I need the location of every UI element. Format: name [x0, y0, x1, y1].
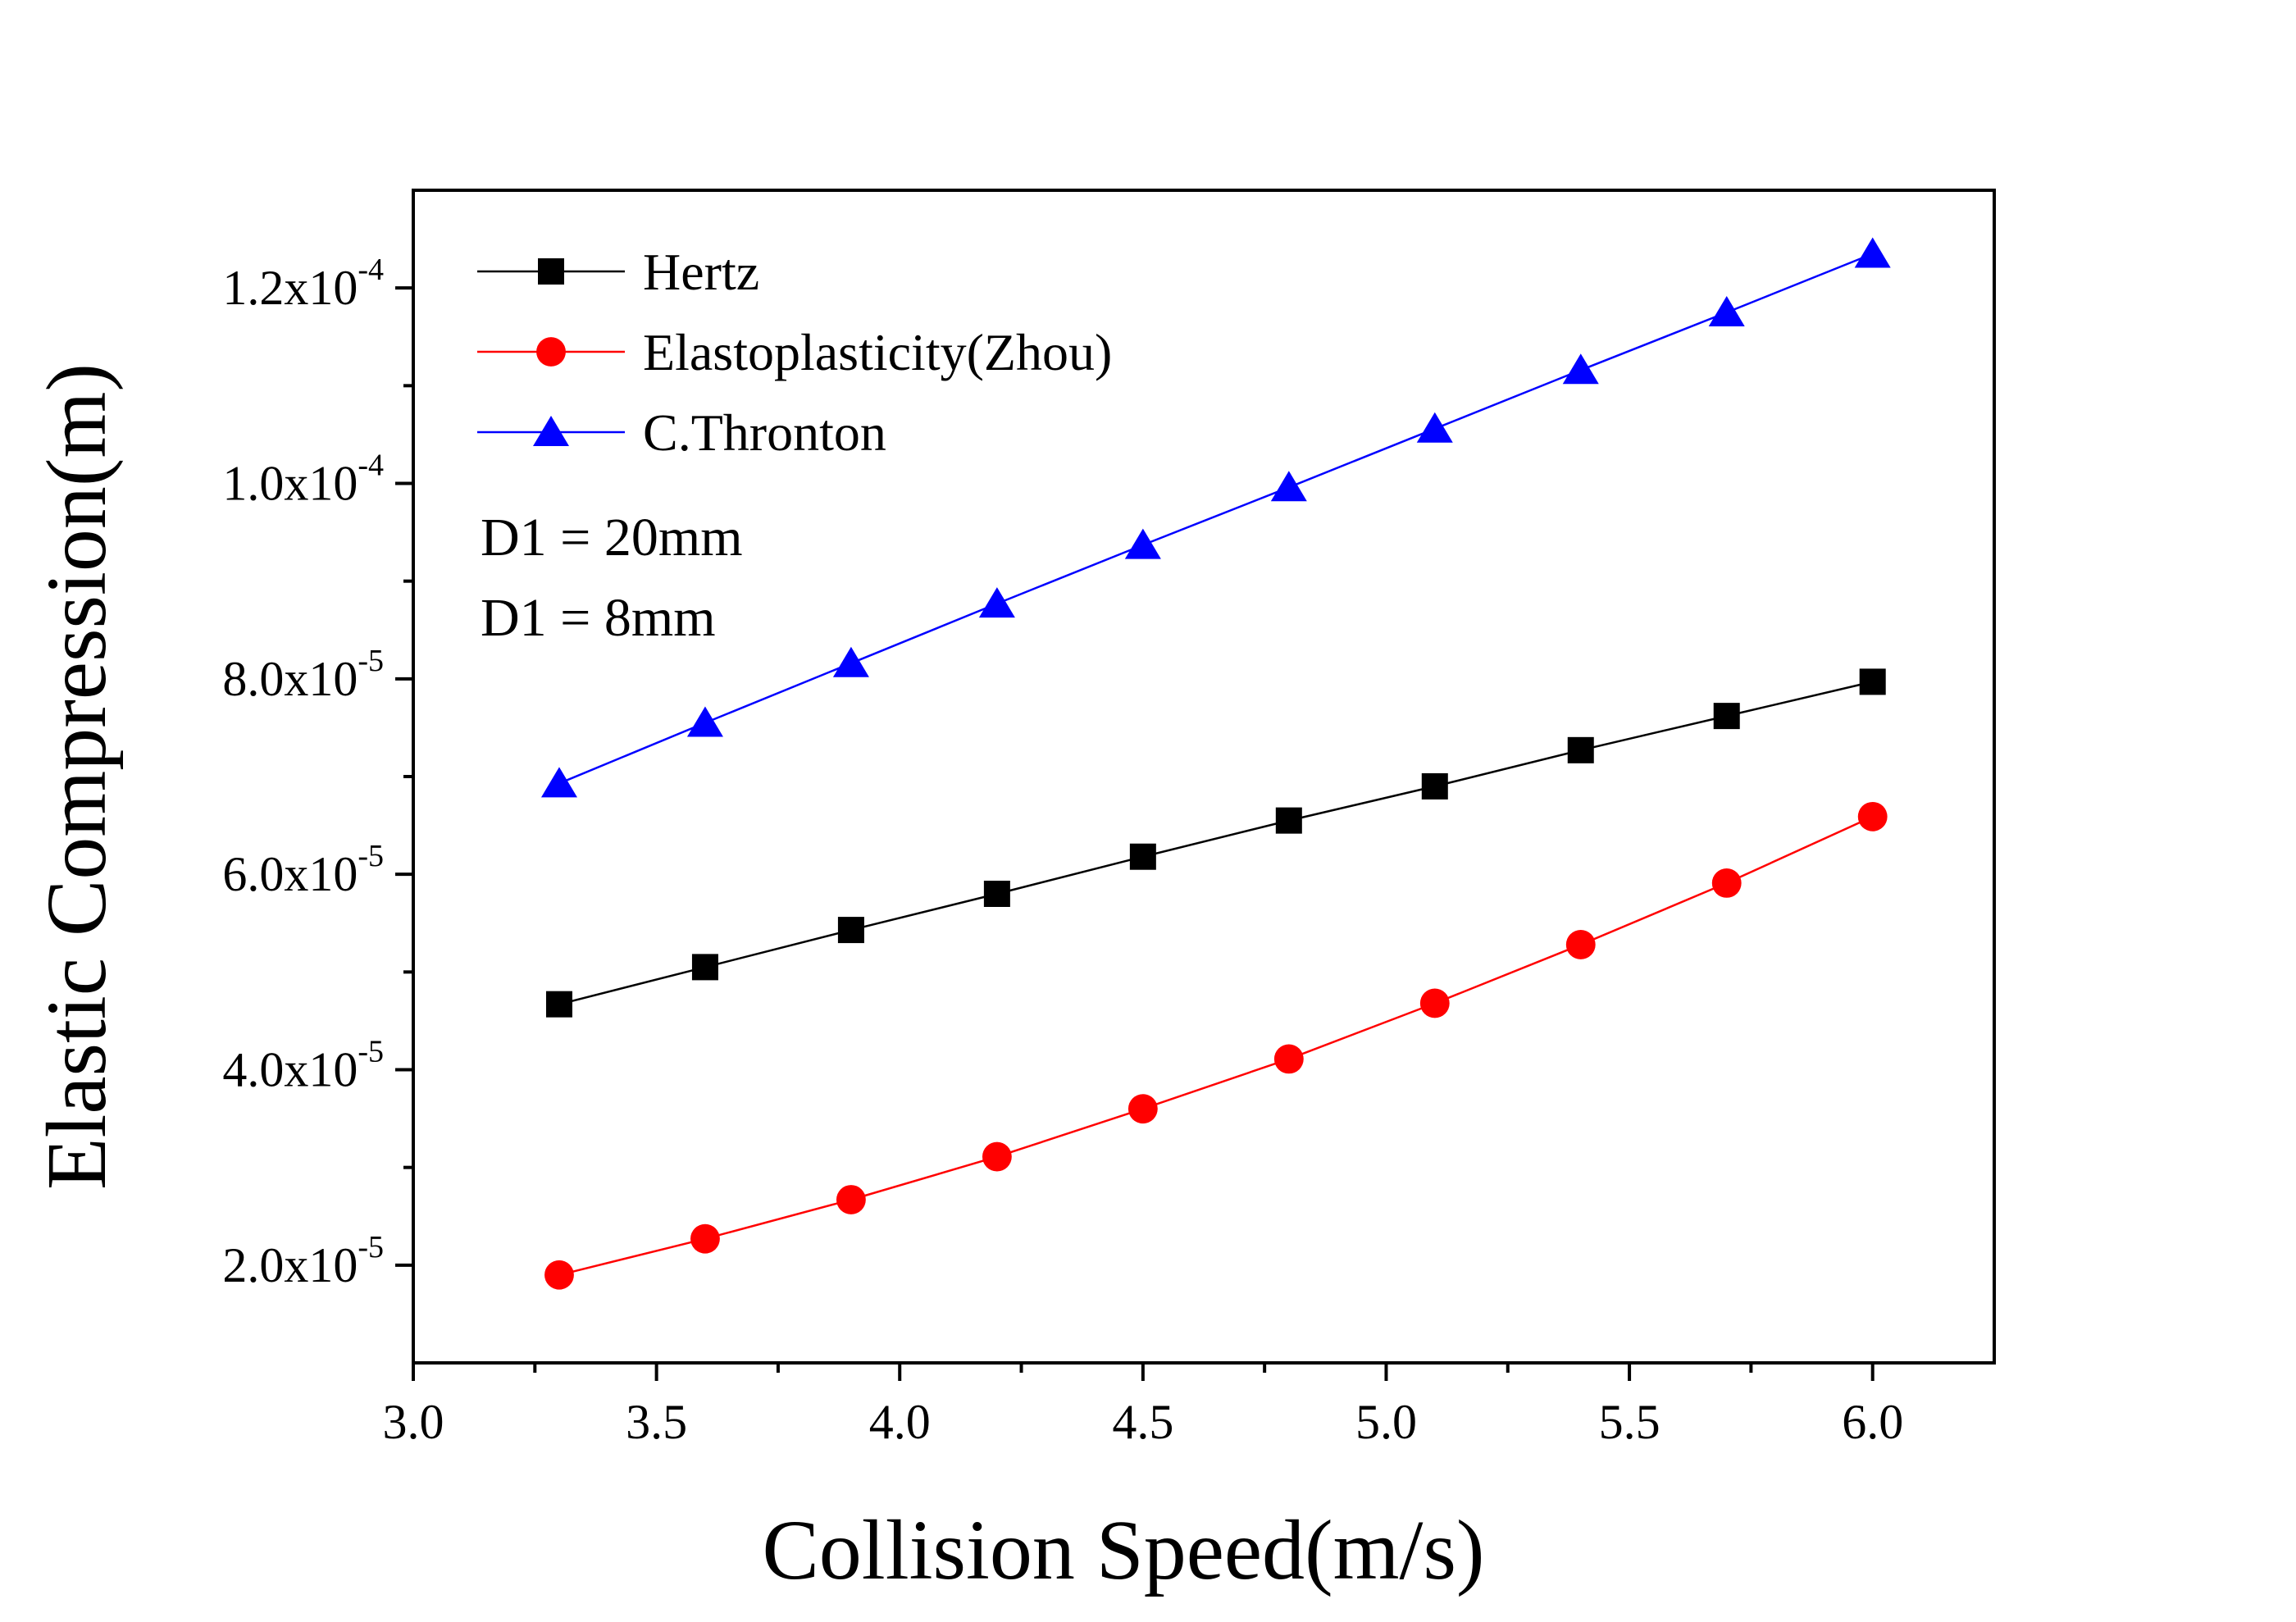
x-tick-label: 4.0: [869, 1395, 931, 1449]
data-point: [1854, 237, 1891, 268]
y-axis-title: Elastic Compression(m): [30, 363, 124, 1190]
data-point: [832, 646, 869, 677]
annotation-text: D1 = 8mm: [481, 588, 716, 648]
x-tick-label: 3.0: [383, 1395, 444, 1449]
annotation-text: D1 = 20mm: [481, 508, 743, 567]
data-point: [533, 416, 569, 446]
y-tick-label: 8.0x10-5: [222, 644, 384, 706]
series-hertz: [545, 668, 1886, 1018]
data-point: [540, 767, 577, 798]
data-point: [1421, 772, 1448, 800]
data-point: [1128, 1094, 1158, 1124]
series-layer: [540, 237, 1891, 1290]
x-tick-label: 5.5: [1599, 1395, 1660, 1449]
data-point: [983, 881, 1010, 907]
data-point: [545, 991, 572, 1018]
data-point: [536, 337, 566, 367]
legend-item: Elastoplasticity(Zhou): [477, 323, 1112, 381]
data-point: [982, 1141, 1012, 1172]
y-tick-label: 6.0x10-5: [222, 839, 384, 901]
data-point: [1275, 807, 1302, 834]
data-point: [1713, 703, 1740, 730]
x-tick-label: 5.0: [1355, 1395, 1417, 1449]
series-c-thronton: [540, 237, 1891, 798]
data-point: [1273, 1044, 1304, 1074]
x-tick-label: 4.5: [1112, 1395, 1173, 1449]
legend-label: Hertz: [643, 243, 759, 301]
data-point: [691, 954, 718, 981]
y-tick-label: 2.0x10-5: [222, 1230, 384, 1292]
y-tick-label: 4.0x10-5: [222, 1035, 384, 1097]
series-elastoplasticity-zhou-: [544, 801, 1888, 1290]
legend-item: C.Thronton: [477, 403, 886, 462]
data-point: [1562, 353, 1599, 385]
data-point: [836, 1185, 866, 1214]
series-line: [558, 681, 1873, 1005]
data-point: [978, 587, 1015, 618]
annotations: D1 = 20mm D1 = 8mm: [481, 508, 743, 648]
legend: Hertz Elastoplasticity(Zhou) C.Thronton: [477, 243, 1112, 462]
data-point: [1567, 736, 1594, 763]
series-line: [558, 815, 1874, 1277]
legend-label: Elastoplasticity(Zhou): [643, 323, 1112, 381]
data-point: [538, 258, 564, 285]
data-point: [686, 706, 723, 737]
x-axis-title: Collision Speed(m/s): [762, 1503, 1484, 1597]
data-point: [1124, 528, 1161, 559]
legend-label: C.Thronton: [643, 403, 886, 462]
data-point: [1416, 412, 1453, 443]
data-point: [1711, 868, 1742, 898]
y-tick-label: 1.2x10-4: [222, 253, 384, 315]
data-point: [1857, 801, 1888, 832]
data-point: [1419, 988, 1450, 1018]
series-line: [558, 253, 1874, 785]
data-point: [837, 917, 864, 944]
data-point: [1708, 295, 1745, 326]
legend-item: Hertz: [477, 243, 759, 301]
x-tick-label: 6.0: [1842, 1395, 1903, 1449]
data-point: [544, 1260, 574, 1290]
data-point: [1270, 471, 1307, 502]
data-point: [690, 1223, 720, 1254]
x-tick-label: 3.5: [626, 1395, 687, 1449]
data-point: [1565, 930, 1596, 959]
data-point: [1129, 843, 1156, 870]
x-axis: 3.0 3.5 4.0 4.5 5.0 5.5 6.0: [383, 1363, 1903, 1449]
y-axis: 2.0x10-5 4.0x10-5 6.0x10-5 8.0x10-5 1.0x10-4…: [222, 253, 413, 1292]
data-point: [1859, 668, 1886, 695]
y-tick-label: 1.0x10-4: [222, 449, 384, 511]
